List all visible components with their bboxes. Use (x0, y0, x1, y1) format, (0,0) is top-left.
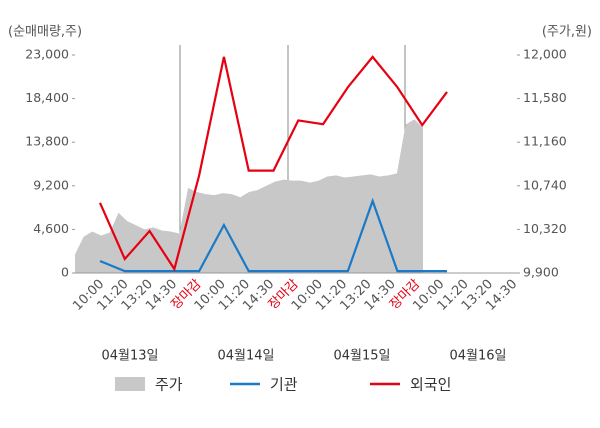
y2-tick-label: 11,580 (523, 90, 567, 105)
y2-tick-label: 10,740 (523, 177, 567, 192)
y-tick-label: 4,600 (33, 221, 69, 236)
date-label: 04월15일 (333, 349, 390, 364)
y-tick-label: 23,000 (25, 47, 69, 62)
y-tick-label: 0 (61, 265, 69, 280)
series-line (98, 55, 448, 272)
date-label: 04월16일 (449, 349, 506, 364)
legend-label: 주가 (155, 376, 183, 394)
right-axis-label: (주가,원) (542, 25, 592, 40)
date-label: 04월14일 (217, 349, 274, 364)
price-area (75, 119, 423, 273)
y2-tick-label: 12,000 (523, 47, 567, 62)
legend-label: 기관 (270, 376, 298, 394)
left-axis-label: (순매매량,주) (8, 25, 82, 40)
series-line (99, 197, 447, 273)
y-tick-label: 13,800 (25, 134, 69, 149)
date-label: 04월13일 (101, 349, 158, 364)
y-tick-label: 18,400 (25, 90, 69, 105)
legend-label: 외국인 (410, 376, 451, 394)
legend-swatch (115, 377, 145, 391)
y2-tick-label: 9,900 (523, 265, 559, 280)
y2-tick-label: 11,160 (523, 134, 567, 149)
y2-tick-label: 10,320 (523, 221, 567, 236)
y-tick-label: 9,200 (33, 177, 69, 192)
